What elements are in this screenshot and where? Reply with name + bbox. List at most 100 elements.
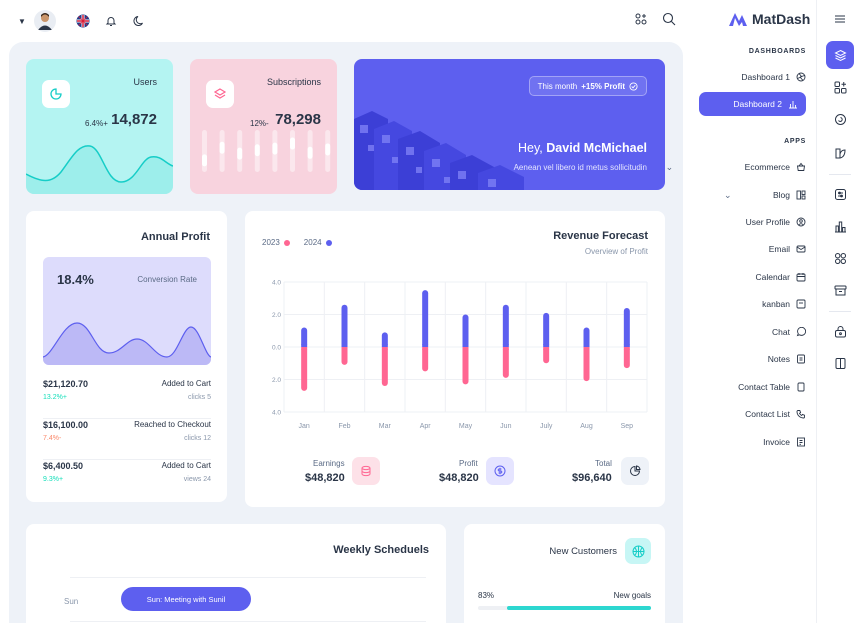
subscriptions-label: Subscriptions	[266, 77, 321, 87]
bar-2023[interactable]	[422, 347, 429, 372]
subscription-bar	[272, 142, 278, 155]
bar-2023-join	[462, 347, 469, 350]
bar-2024[interactable]	[422, 290, 429, 347]
bar-2024[interactable]	[502, 304, 509, 347]
invoice-icon	[796, 437, 806, 447]
sidebar-item-contact-table[interactable]: Contact Table	[738, 375, 806, 399]
sidebar-item-chat[interactable]: Chat	[772, 320, 806, 344]
sidebar-item-email[interactable]: Email	[769, 237, 806, 261]
bar-2024-join	[422, 344, 429, 347]
x-tick-label: July	[540, 423, 553, 430]
sidebar-item-invoice[interactable]: Invoice	[763, 430, 806, 454]
bar-2023[interactable]	[623, 347, 630, 369]
kpi-value: $96,640	[572, 472, 612, 484]
bar-2024[interactable]	[543, 312, 550, 347]
bar-2024-join	[462, 344, 469, 347]
kpi-earnings: Earnings $48,820	[305, 457, 385, 487]
x-tick-label: Apr	[420, 423, 432, 430]
y-tick-label: 2.0	[272, 312, 281, 319]
bar-2024-join	[502, 344, 509, 347]
badge-prefix: This month	[537, 81, 578, 91]
grid-icon[interactable]	[826, 244, 854, 272]
annual-profit-card: Annual Profit 18.4% Conversion Rate $21,…	[26, 211, 227, 502]
copy-icon[interactable]	[826, 105, 854, 133]
revenue-subtitle: Overview of Profit	[584, 247, 648, 256]
columns-icon[interactable]	[826, 349, 854, 377]
badge-value: +15% Profit	[581, 81, 625, 91]
bar-2024[interactable]	[623, 308, 630, 347]
lock-icon[interactable]	[826, 317, 854, 345]
new-customers-card: New Customers 83% New goals	[464, 524, 665, 623]
subscriptions-card: Subscriptions 12%- 78,298	[190, 59, 337, 194]
bar-2024[interactable]	[301, 327, 308, 348]
goal-progress-track	[478, 606, 651, 610]
legend-item-2023[interactable]: 2023	[262, 238, 290, 247]
brand-logo[interactable]: MatDash	[728, 10, 810, 28]
x-tick-label: Jun	[500, 423, 511, 430]
bar-2024[interactable]	[341, 304, 348, 347]
archive-icon[interactable]	[826, 276, 854, 304]
calendar-icon	[796, 272, 806, 282]
avatar[interactable]	[33, 10, 56, 32]
sidebar-item-blog[interactable]: ⌄ Blog	[724, 183, 806, 207]
user-menu-caret[interactable]: ▼	[18, 16, 26, 26]
row-meta: clicks 5	[188, 394, 211, 401]
layers-icon	[213, 88, 227, 99]
row-meta: views 24	[183, 476, 211, 483]
sliders-icon[interactable]	[826, 180, 854, 208]
rail-divider	[829, 311, 851, 312]
users-change: 6.4%+	[85, 119, 108, 128]
main-content: Users 6.4%+ 14,872 Subscriptions 12%- 78…	[9, 42, 683, 623]
bar-2024[interactable]	[583, 327, 590, 348]
sidebar-item-dashboard-2[interactable]: Dashboard 2	[699, 92, 806, 116]
apps-add-icon[interactable]	[826, 73, 854, 101]
bar-2023[interactable]	[502, 347, 509, 378]
search-icon[interactable]	[662, 12, 676, 31]
sidebar-item-ecommerce[interactable]: ⌄ Ecommerce	[666, 155, 806, 179]
layers-icon[interactable]	[826, 41, 854, 69]
chart-legend: 2023 2024	[262, 238, 332, 247]
phone-icon	[796, 409, 806, 419]
bar-2023[interactable]	[583, 347, 590, 382]
welcome-card: This month +15% Profit Hey, David McMich…	[354, 59, 665, 190]
nav-label: Invoice	[763, 437, 790, 447]
bar-2024[interactable]	[381, 332, 388, 347]
sidebar-item-user-profile[interactable]: User Profile	[746, 210, 806, 234]
sidebar-item-notes[interactable]: Notes	[768, 347, 806, 371]
subscription-bar	[219, 141, 225, 154]
bar-2023[interactable]	[543, 347, 550, 364]
bar-2023[interactable]	[462, 347, 469, 385]
bar-2023[interactable]	[341, 347, 348, 365]
kanban-icon	[796, 299, 806, 309]
chart-bar-icon[interactable]	[826, 212, 854, 240]
apps-icon[interactable]	[634, 12, 648, 31]
bell-icon[interactable]	[102, 12, 120, 30]
check-circle-icon	[629, 81, 638, 91]
bar-2023-join	[623, 347, 630, 350]
bar-2023[interactable]	[301, 347, 308, 391]
bar-2024[interactable]	[462, 314, 469, 348]
profit-row: $21,120.70 13.2%+ Added to Cart clicks 5	[43, 379, 211, 419]
sidebar-item-dashboard-1[interactable]: Dashboard 1	[741, 65, 806, 89]
schedule-event[interactable]: Sun: Meeting with Sunil	[121, 587, 251, 611]
leaf-icon[interactable]	[826, 139, 854, 167]
schedule-day-label: Sun	[64, 597, 79, 606]
sidebar-item-contact-list[interactable]: Contact List	[745, 402, 806, 426]
annual-profit-title: Annual Profit	[140, 231, 210, 243]
sidebar-item-kanban[interactable]: kanban	[762, 292, 806, 316]
notes-icon	[796, 354, 806, 364]
bar-2023-join	[583, 347, 590, 350]
legend-item-2024[interactable]: 2024	[304, 238, 332, 247]
sidebar-item-calendar[interactable]: Calendar	[756, 265, 807, 289]
conversion-pct: 18.4%	[57, 272, 94, 287]
nav-label: Ecommerce	[744, 162, 790, 172]
bar-2024-join	[583, 344, 590, 347]
users-label: Users	[133, 77, 157, 87]
weekly-schedule-card: Weekly Scheduels Sun Sun: Meeting with S…	[26, 524, 446, 623]
menu-icon[interactable]	[826, 5, 854, 33]
section-apps: APPS	[784, 138, 806, 145]
uk-flag-icon[interactable]	[74, 12, 92, 30]
bar-2023[interactable]	[381, 347, 388, 386]
phone-book-icon	[796, 382, 806, 392]
moon-icon[interactable]	[130, 12, 148, 30]
